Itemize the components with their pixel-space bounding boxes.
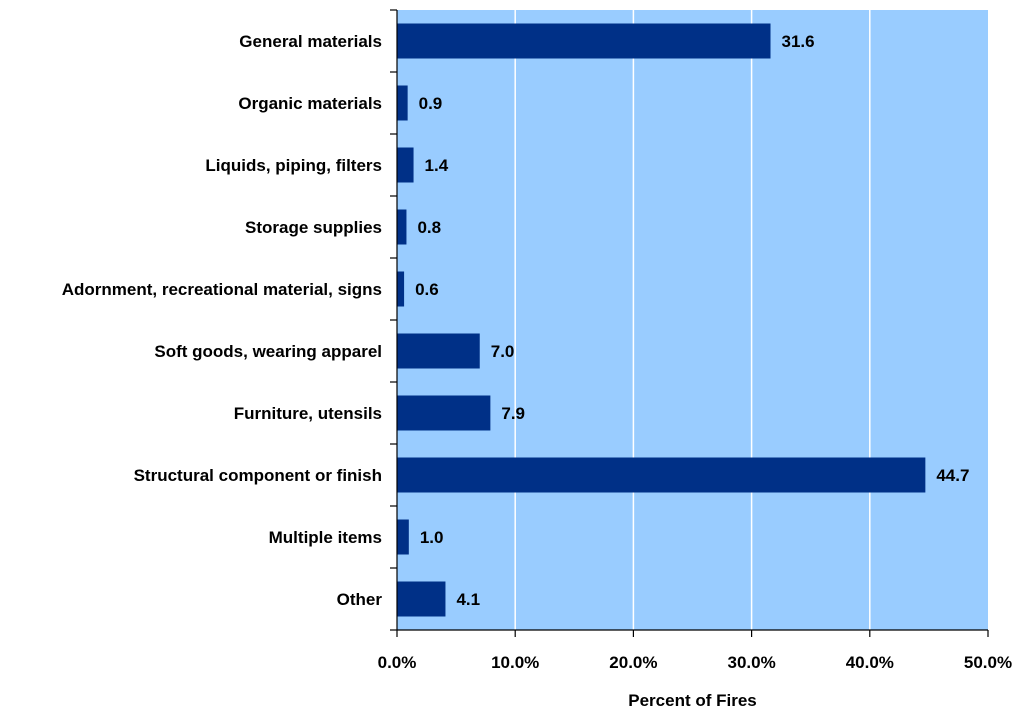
category-labels: General materials Organic materials Liquid… — [62, 32, 383, 609]
category-label: Structural component or finish — [134, 466, 382, 485]
bar — [397, 519, 409, 555]
x-tick-label: 30.0% — [727, 653, 775, 672]
bar — [397, 333, 480, 369]
gridlines — [514, 10, 871, 630]
bar — [397, 209, 407, 245]
x-tick-labels: 0.0% 10.0% 20.0% 30.0% 40.0% 50.0% — [378, 653, 1012, 672]
axes — [390, 9, 989, 637]
bar — [397, 581, 446, 617]
value-label: 7.0 — [491, 342, 515, 361]
value-label: 7.9 — [501, 404, 525, 423]
value-label: 31.6 — [782, 32, 815, 51]
bar — [397, 457, 926, 493]
value-label: 1.4 — [425, 156, 449, 175]
category-label: Multiple items — [269, 528, 382, 547]
category-label: Liquids, piping, filters — [205, 156, 382, 175]
x-tick-label: 40.0% — [846, 653, 894, 672]
value-label: 1.0 — [420, 528, 444, 547]
x-tick-label: 50.0% — [964, 653, 1012, 672]
value-label: 0.6 — [415, 280, 439, 299]
category-label: Adornment, recreational material, signs — [62, 280, 382, 299]
category-label: General materials — [239, 32, 382, 51]
x-tick-label: 10.0% — [491, 653, 539, 672]
category-label: Other — [337, 590, 383, 609]
value-label: 44.7 — [936, 466, 969, 485]
bar — [397, 395, 491, 431]
value-label: 0.9 — [419, 94, 443, 113]
bars — [397, 23, 926, 617]
bar — [397, 23, 771, 59]
value-labels: 31.6 0.9 1.4 0.8 0.6 7.0 7.9 44.7 1.0 4.1 — [415, 32, 969, 609]
plot-area — [397, 10, 988, 630]
category-label: Soft goods, wearing apparel — [154, 342, 382, 361]
value-label: 0.8 — [417, 218, 441, 237]
bar — [397, 147, 414, 183]
x-tick-label: 0.0% — [378, 653, 417, 672]
category-label: Furniture, utensils — [234, 404, 382, 423]
bar — [397, 271, 405, 307]
x-tick-label: 20.0% — [609, 653, 657, 672]
value-label: 4.1 — [456, 590, 480, 609]
bar — [397, 85, 408, 121]
category-label: Storage supplies — [245, 218, 382, 237]
category-label: Organic materials — [238, 94, 382, 113]
x-axis-title: Percent of Fires — [628, 691, 757, 710]
